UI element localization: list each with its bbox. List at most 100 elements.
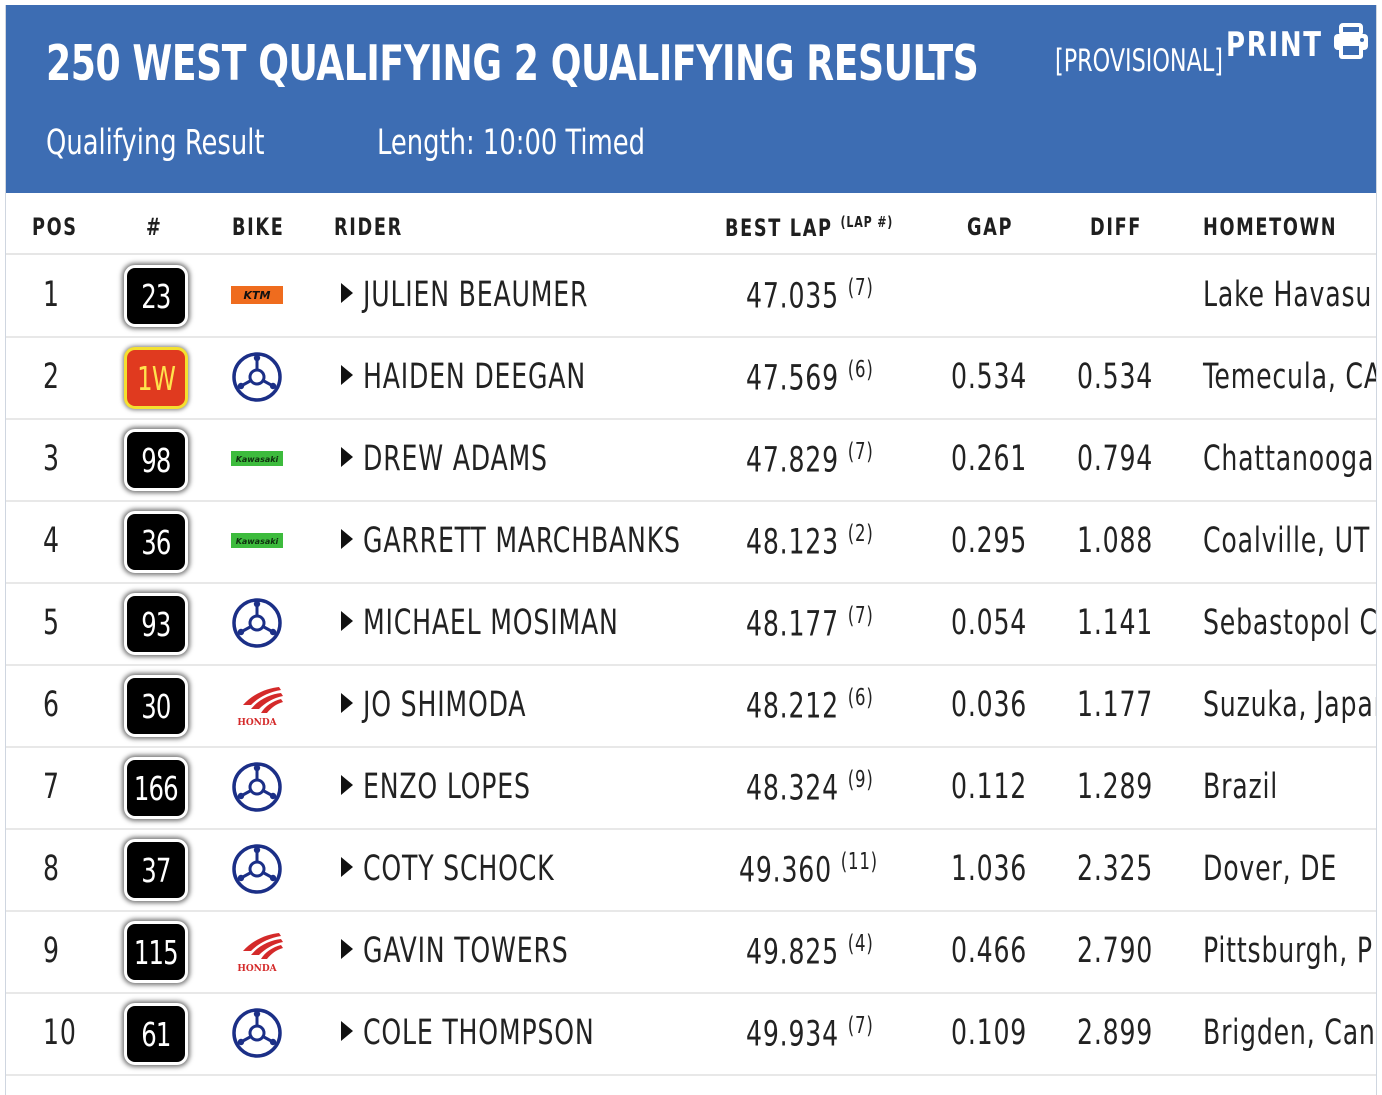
rider-number: 166 xyxy=(134,768,179,808)
number-plate: 93 xyxy=(124,593,188,655)
table-row[interactable]: 9 115 GAVIN TOWERS 49.825 (4) 0.466 2.790 Pitt… xyxy=(6,911,1376,994)
best-lap-number: (7) xyxy=(847,439,874,465)
col-diff: DIFF xyxy=(1090,213,1143,241)
rider-name[interactable]: JULIEN BEAUMER xyxy=(363,275,589,315)
hometown: Lake Havasu xyxy=(1203,275,1373,315)
table-row[interactable]: 10 61 COLE THOMPSON 49.934 (7) 0.109 2.899 Bri… xyxy=(6,993,1376,1076)
rider-name[interactable]: COLE THOMPSON xyxy=(363,1013,595,1053)
best-lap-time: 48.212 xyxy=(746,686,839,727)
rider-name[interactable]: DREW ADAMS xyxy=(363,439,548,479)
best-lap-time: 49.934 xyxy=(746,1014,839,1055)
printer-icon[interactable] xyxy=(1332,23,1370,59)
hometown: Suzuka, Japan xyxy=(1203,685,1377,725)
expand-caret-icon[interactable] xyxy=(341,1021,353,1041)
rider-name[interactable]: COTY SCHOCK xyxy=(363,849,555,889)
best-lap: 47.569 (6) xyxy=(746,357,874,399)
diff-value: 0.534 xyxy=(1077,357,1154,397)
best-lap-number: (6) xyxy=(847,357,874,383)
col-bike: BIKE xyxy=(232,213,285,241)
table-row[interactable]: 8 37 COTY SCHOCK 49.360 (11) 1.036 2.325 Dover… xyxy=(6,829,1376,912)
expand-caret-icon[interactable] xyxy=(341,693,353,713)
col-number: # xyxy=(146,213,163,241)
results-panel: 250 WEST QUALIFYING 2 QUALIFYING RESULTS… xyxy=(5,5,1377,1095)
position: 10 xyxy=(43,1013,77,1053)
position: 2 xyxy=(43,357,60,397)
table-row[interactable]: 6 30 JO SHIMODA 48.212 (6) 0.036 1.177 Suzuka,… xyxy=(6,665,1376,748)
best-lap: 49.934 (7) xyxy=(746,1013,874,1055)
rider-number: 98 xyxy=(141,440,171,480)
diff-value: 2.790 xyxy=(1077,931,1154,971)
table-row[interactable]: 3 98 DREW ADAMS 47.829 (7) 0.261 0.794 Chattan… xyxy=(6,419,1376,502)
position: 7 xyxy=(43,767,60,807)
diff-value: 2.899 xyxy=(1077,1013,1154,1053)
gap-value: 0.109 xyxy=(951,1013,1028,1053)
best-lap-number: (7) xyxy=(847,1013,874,1039)
hometown: Temecula, CA xyxy=(1203,357,1377,397)
expand-caret-icon[interactable] xyxy=(341,611,353,631)
best-lap-number: (4) xyxy=(847,931,874,957)
rider-number: 23 xyxy=(141,276,171,316)
best-lap-time: 47.035 xyxy=(746,276,839,317)
best-lap-time: 48.324 xyxy=(746,768,839,809)
number-plate: 1W xyxy=(124,347,188,409)
hometown: Brigden, Can xyxy=(1203,1013,1376,1053)
col-rider: RIDER xyxy=(334,213,403,241)
number-plate: 23 xyxy=(124,265,188,327)
rider-name[interactable]: HAIDEN DEEGAN xyxy=(363,357,586,397)
hometown: Brazil xyxy=(1203,767,1279,807)
rider-number: 36 xyxy=(141,522,171,562)
diff-value: 1.088 xyxy=(1077,521,1154,561)
number-plate: 37 xyxy=(124,839,188,901)
expand-caret-icon[interactable] xyxy=(341,857,353,877)
best-lap: 47.829 (7) xyxy=(746,439,874,481)
rider-number: 115 xyxy=(134,932,179,972)
diff-value: 2.325 xyxy=(1077,849,1154,889)
gap-value: 1.036 xyxy=(951,849,1028,889)
table-row[interactable]: 4 36 GARRETT MARCHBANKS 48.123 (2) 0.295 1.08… xyxy=(6,501,1376,584)
honda-logo-icon xyxy=(237,933,283,974)
yamaha-logo-icon xyxy=(232,844,282,894)
best-lap-number: (6) xyxy=(847,685,874,711)
print-button[interactable]: PRINT xyxy=(1226,25,1323,65)
gap-value: 0.534 xyxy=(951,357,1028,397)
number-plate: 115 xyxy=(124,921,188,983)
rider-name[interactable]: GARRETT MARCHBANKS xyxy=(363,521,681,561)
table-row[interactable]: 1 23 JULIEN BEAUMER 47.035 (7) Lake Havasu xyxy=(6,255,1376,338)
position: 8 xyxy=(43,849,60,889)
best-lap: 48.123 (2) xyxy=(746,521,874,563)
expand-caret-icon[interactable] xyxy=(341,283,353,303)
rider-name[interactable]: JO SHIMODA xyxy=(363,685,527,725)
rider-name[interactable]: MICHAEL MOSIMAN xyxy=(363,603,619,643)
rider-name[interactable]: GAVIN TOWERS xyxy=(363,931,569,971)
expand-caret-icon[interactable] xyxy=(341,775,353,795)
table-row[interactable]: 5 93 MICHAEL MOSIMAN 48.177 (7) 0.054 1.141 Se… xyxy=(6,583,1376,666)
expand-caret-icon[interactable] xyxy=(341,529,353,549)
yamaha-logo-icon xyxy=(232,762,282,812)
hometown: Coalville, UT xyxy=(1203,521,1371,561)
results-header: 250 WEST QUALIFYING 2 QUALIFYING RESULTS… xyxy=(6,5,1376,193)
diff-value: 1.177 xyxy=(1077,685,1154,725)
gap-value: 0.112 xyxy=(951,767,1028,807)
best-lap-number: (7) xyxy=(847,275,874,301)
rider-number: 93 xyxy=(141,604,171,644)
yamaha-logo-icon xyxy=(232,1008,282,1058)
hometown: Sebastopol C xyxy=(1203,603,1377,643)
rider-number: 37 xyxy=(141,850,171,890)
table-row[interactable]: 7 166 ENZO LOPES 48.324 (9) 0.112 1.289 Brazil xyxy=(6,747,1376,830)
expand-caret-icon[interactable] xyxy=(341,447,353,467)
hometown: Dover, DE xyxy=(1203,849,1338,889)
best-lap-time: 48.177 xyxy=(746,604,839,645)
kawasaki-logo-icon xyxy=(231,533,283,548)
best-lap-time: 49.360 xyxy=(739,850,832,891)
table-row[interactable]: 2 1W HAIDEN DEEGAN 47.569 (6) 0.534 0.534 Teme… xyxy=(6,337,1376,420)
diff-value: 1.289 xyxy=(1077,767,1154,807)
rider-name[interactable]: ENZO LOPES xyxy=(363,767,531,807)
expand-caret-icon[interactable] xyxy=(341,365,353,385)
rider-number: 30 xyxy=(141,686,171,726)
gap-value: 0.036 xyxy=(951,685,1028,725)
col-hometown: HOMETOWN xyxy=(1203,213,1338,241)
expand-caret-icon[interactable] xyxy=(341,939,353,959)
best-lap-time: 49.825 xyxy=(746,932,839,973)
best-lap-time: 47.829 xyxy=(746,440,839,481)
number-plate: 30 xyxy=(124,675,188,737)
